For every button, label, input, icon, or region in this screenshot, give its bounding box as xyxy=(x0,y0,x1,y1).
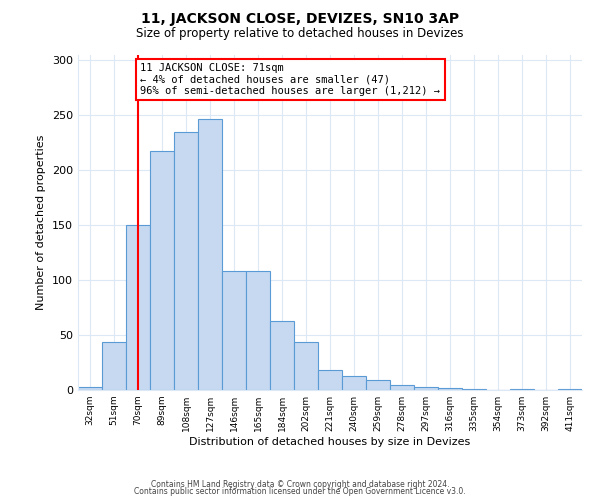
Bar xyxy=(438,388,462,390)
Bar xyxy=(366,380,390,390)
X-axis label: Distribution of detached houses by size in Devizes: Distribution of detached houses by size … xyxy=(190,437,470,447)
Bar xyxy=(294,342,318,390)
Bar xyxy=(318,370,342,390)
Text: Size of property relative to detached houses in Devizes: Size of property relative to detached ho… xyxy=(136,28,464,40)
Text: 11, JACKSON CLOSE, DEVIZES, SN10 3AP: 11, JACKSON CLOSE, DEVIZES, SN10 3AP xyxy=(141,12,459,26)
Bar xyxy=(270,321,294,390)
Text: 11 JACKSON CLOSE: 71sqm
← 4% of detached houses are smaller (47)
96% of semi-det: 11 JACKSON CLOSE: 71sqm ← 4% of detached… xyxy=(140,62,440,96)
Bar xyxy=(102,342,126,390)
Bar xyxy=(462,389,486,390)
Text: Contains public sector information licensed under the Open Government Licence v3: Contains public sector information licen… xyxy=(134,488,466,496)
Y-axis label: Number of detached properties: Number of detached properties xyxy=(37,135,46,310)
Bar xyxy=(126,225,150,390)
Bar xyxy=(150,150,174,390)
Bar xyxy=(78,386,102,390)
Bar xyxy=(558,389,582,390)
Bar xyxy=(246,272,270,390)
Bar xyxy=(198,118,222,390)
Bar xyxy=(510,389,534,390)
Bar xyxy=(414,386,438,390)
Bar xyxy=(390,384,414,390)
Text: Contains HM Land Registry data © Crown copyright and database right 2024.: Contains HM Land Registry data © Crown c… xyxy=(151,480,449,489)
Bar xyxy=(342,376,366,390)
Bar xyxy=(222,272,246,390)
Bar xyxy=(174,132,198,390)
